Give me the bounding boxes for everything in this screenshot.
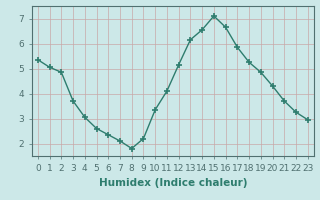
X-axis label: Humidex (Indice chaleur): Humidex (Indice chaleur) xyxy=(99,178,247,188)
